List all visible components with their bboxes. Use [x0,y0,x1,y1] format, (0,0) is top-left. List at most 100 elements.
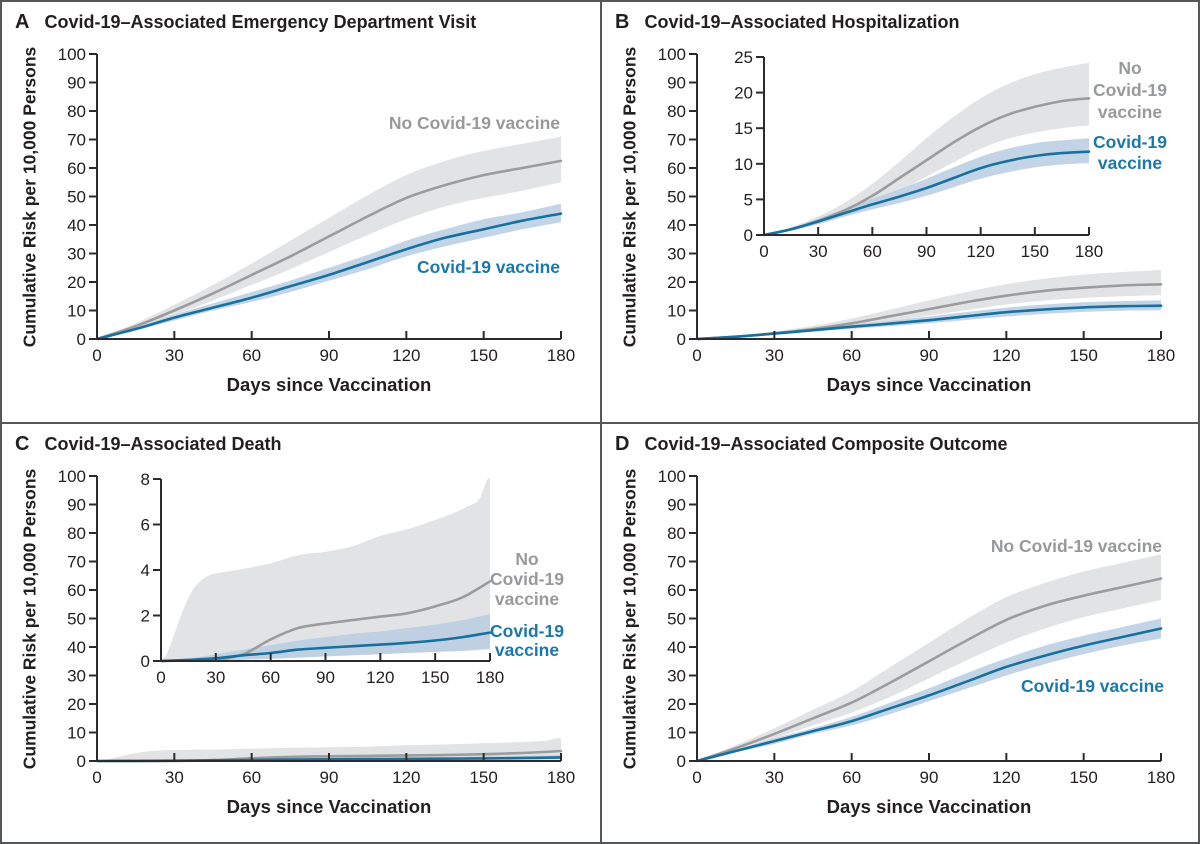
x-tick-label: 90 [320,346,339,365]
y-tick-label: 5 [744,190,753,209]
x-tick-label: 60 [842,768,861,787]
panel-title-text: Covid-19–Associated Death [44,434,282,454]
plot-area [697,554,1163,763]
x-tick-label: 90 [917,242,936,261]
x-tick-label: 30 [165,768,184,787]
panel-d: D Covid-19–Associated Composite Outcome C… [600,422,1198,842]
curve-label-gray: No Covid-19 vaccine [1093,58,1167,122]
y-tick-label: 30 [667,667,686,686]
y-tick-label: 100 [58,45,86,64]
panel-b-heading: B Covid-19–Associated Hospitalization [615,11,960,34]
x-tick-label: 60 [842,346,861,365]
curve-label-line: Covid-19 [490,569,564,589]
x-tick-label: 0 [156,668,165,687]
y-tick-label: 70 [67,553,86,572]
y-tick-label: 60 [667,159,686,178]
panel-c: C Covid-19–Associated Death Cumulative Ri… [2,422,600,842]
y-tick-label: 60 [67,581,86,600]
x-tick-label: 60 [242,768,261,787]
panel-d-heading: D Covid-19–Associated Composite Outcome [615,433,1008,456]
panel-title-text: Covid-19–Associated Emergency Department… [44,12,477,32]
y-tick-label: 20 [67,273,86,292]
curve-label-line: No Covid-19 vaccine [389,113,560,133]
curve-label-line: Covid-19 [490,621,564,641]
x-tick-label: 120 [392,346,420,365]
x-tick-label: 180 [547,346,575,365]
y-tick-label: 30 [67,245,86,264]
y-tick-label: 50 [667,188,686,207]
curve-label-gray: No Covid-19 vaccine [389,113,560,133]
x-tick-label: 30 [809,242,828,261]
y-tick-label: 100 [658,467,686,486]
x-tick-label: 0 [692,768,701,787]
x-tick-label: 150 [469,768,497,787]
plot-svg-d: 0 10 20 30 40 50 60 70 80 90 100 0 30 60 90 120 150 180 No… [658,467,1176,787]
x-tick-label: 0 [92,346,101,365]
x-tick-label: 120 [992,346,1020,365]
panel-letter: C [15,433,30,455]
y-tick-label: 10 [67,302,86,321]
y-tick-label: 40 [667,216,686,235]
y-tick-label: 8 [141,470,150,489]
curve-label-line: No [1118,58,1141,78]
panel-a-heading: A Covid-19–Associated Emergency Departmen… [15,11,476,34]
x-tick-label: 120 [366,668,394,687]
x-tick-label: 180 [476,668,504,687]
axes [696,476,1161,762]
x-tick-label: 150 [1069,346,1097,365]
x-tick-label: 90 [320,768,339,787]
y-axis-label: Cumulative Risk per 10,000 Persons [19,46,40,348]
panel-letter: B [615,11,630,33]
x-tick-label: 180 [1147,346,1175,365]
y-tick-label: 20 [667,273,686,292]
x-tick-label: 120 [992,768,1020,787]
x-axis-label: Days since Vaccination [226,796,432,817]
x-tick-label: 30 [765,346,784,365]
curve-label-gray: No Covid-19 vaccine [490,549,564,609]
curve-label-line: Covid-19 vaccine [417,257,560,277]
panel-a: A Covid-19–Associated Emergency Departmen… [2,2,600,422]
y-tick-label: 90 [67,74,86,93]
panel-letter: A [15,11,30,33]
y-tick-label: 4 [141,561,150,580]
y-tick-label: 2 [141,607,150,626]
x-tick-label: 90 [920,346,939,365]
panel-title-text: Covid-19–Associated Hospitalization [644,12,960,32]
curve-label-line: No [515,549,538,569]
y-tick-label: 70 [667,553,686,572]
panel-b: B Covid-19–Associated Hospitalization Cum… [600,2,1198,422]
y-tick-label: 90 [667,74,686,93]
y-tick-label: 40 [67,216,86,235]
curve-label-line: Covid-19 [1093,80,1167,100]
y-tick-label: 50 [667,610,686,629]
trend-line-blue [697,627,1163,763]
x-tick-label: 60 [242,346,261,365]
x-tick-label: 90 [920,768,939,787]
y-tick-label: 15 [734,119,753,138]
curve-label-blue: Covid-19 vaccine [490,621,564,660]
y-tick-label: 0 [141,652,150,671]
curve-label-line: vaccine [1098,153,1162,173]
panel-letter: D [615,433,630,455]
x-tick-label: 0 [759,242,768,261]
y-tick-label: 100 [658,45,686,64]
plot-area [161,478,492,663]
y-tick-label: 20 [734,84,753,103]
y-tick-label: 80 [667,524,686,543]
y-tick-label: 50 [67,188,86,207]
y-axis-label: Cumulative Risk per 10,000 Persons [619,468,640,770]
curve-label-line: Covid-19 [1093,132,1167,152]
curve-label-line: vaccine [495,589,559,609]
y-tick-label: 25 [734,48,753,67]
ci-band-blue [697,618,1161,761]
y-tick-label: 30 [67,667,86,686]
x-tick-label: 150 [421,668,449,687]
curve-label-line: vaccine [495,640,559,660]
curve-label-blue: Covid-19 vaccine [1021,676,1164,696]
y-tick-label: 40 [667,638,686,657]
y-tick-label: 90 [667,496,686,515]
y-axis-label: Cumulative Risk per 10,000 Persons [19,468,40,770]
y-tick-label: 90 [67,496,86,515]
x-tick-label: 120 [966,242,994,261]
